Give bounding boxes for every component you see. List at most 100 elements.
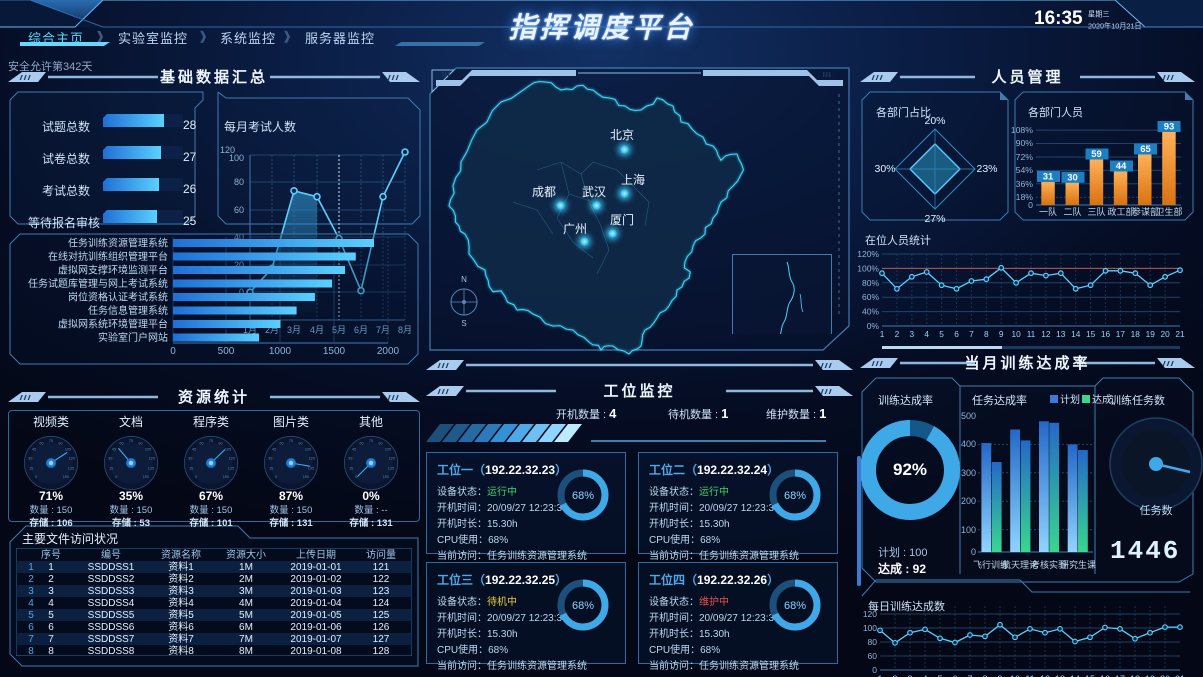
svg-text:15: 15 <box>349 467 353 471</box>
svg-text:127: 127 <box>373 634 390 645</box>
svg-text:任务试题库管理与网上考试系统: 任务试题库管理与网上考试系统 <box>28 277 168 290</box>
svg-text:21: 21 <box>1175 329 1185 339</box>
svg-text:资料3: 资料3 <box>168 584 194 597</box>
svg-text:60: 60 <box>279 441 283 445</box>
svg-text:27%: 27% <box>924 213 945 224</box>
svg-text:资料6: 资料6 <box>168 620 194 633</box>
svg-text:资料5: 资料5 <box>168 608 194 621</box>
svg-text:90: 90 <box>58 441 62 445</box>
svg-text:4: 4 <box>48 598 54 609</box>
svg-text:资源名称: 资源名称 <box>161 548 201 561</box>
svg-text:123: 123 <box>373 586 390 597</box>
svg-text:SSDDSS4: SSDDSS4 <box>88 598 135 609</box>
svg-text:135: 135 <box>68 467 74 471</box>
svg-text:0: 0 <box>170 346 176 357</box>
svg-text:59: 59 <box>1091 149 1102 160</box>
svg-text:500: 500 <box>961 411 976 421</box>
svg-text:上传日期: 上传日期 <box>296 549 336 561</box>
svg-text:11: 11 <box>1027 329 1036 339</box>
svg-text:14: 14 <box>1071 329 1081 339</box>
svg-text:15: 15 <box>189 467 193 471</box>
svg-text:2019-01-04: 2019-01-04 <box>290 598 342 609</box>
svg-text:2019-01-08: 2019-01-08 <box>290 646 342 656</box>
svg-text:126: 126 <box>373 622 390 633</box>
svg-text:0: 0 <box>195 475 197 479</box>
svg-text:400: 400 <box>961 439 976 449</box>
svg-text:7: 7 <box>48 634 54 645</box>
svg-text:12: 12 <box>1041 329 1051 339</box>
svg-text:2019-01-01: 2019-01-01 <box>290 562 342 573</box>
svg-text:6: 6 <box>48 622 54 633</box>
svg-text:卫生部: 卫生部 <box>1155 206 1182 217</box>
svg-text:19: 19 <box>1146 329 1156 339</box>
svg-text:121: 121 <box>373 562 390 573</box>
svg-text:3: 3 <box>909 329 914 339</box>
svg-text:17: 17 <box>1116 329 1126 339</box>
svg-text:任务信息管理系统: 任务信息管理系统 <box>88 304 168 317</box>
svg-text:120: 120 <box>69 457 75 461</box>
svg-text:2019-01-07: 2019-01-07 <box>290 634 342 645</box>
svg-text:30: 30 <box>348 457 352 461</box>
svg-text:三队: 三队 <box>1087 206 1105 217</box>
svg-text:135: 135 <box>308 467 314 471</box>
svg-text:128: 128 <box>373 646 390 656</box>
svg-text:68%: 68% <box>572 600 594 612</box>
svg-text:60: 60 <box>199 441 203 445</box>
svg-text:政工部: 政工部 <box>1107 206 1134 217</box>
svg-text:23%: 23% <box>976 163 997 175</box>
svg-text:45: 45 <box>32 448 36 452</box>
svg-text:10: 10 <box>1011 329 1021 339</box>
svg-text:6M: 6M <box>239 622 253 633</box>
svg-text:2019-01-02: 2019-01-02 <box>290 574 342 585</box>
svg-text:90: 90 <box>138 441 142 445</box>
svg-text:16: 16 <box>1101 329 1111 339</box>
svg-text:90: 90 <box>218 441 222 445</box>
svg-text:18: 18 <box>1131 329 1141 339</box>
svg-text:2000: 2000 <box>377 346 400 357</box>
svg-text:资料8: 资料8 <box>168 644 194 656</box>
svg-text:150: 150 <box>383 475 389 479</box>
svg-text:7: 7 <box>969 329 974 339</box>
svg-text:序号: 序号 <box>41 548 61 561</box>
svg-text:150: 150 <box>223 475 229 479</box>
svg-text:实验室门户网站: 实验室门户网站 <box>98 331 168 344</box>
svg-text:40%: 40% <box>862 307 879 317</box>
svg-text:60: 60 <box>359 441 363 445</box>
svg-text:68%: 68% <box>784 600 806 612</box>
svg-text:44: 44 <box>1116 161 1127 172</box>
svg-text:1: 1 <box>28 562 34 573</box>
svg-text:30: 30 <box>1067 172 1078 183</box>
svg-text:30%: 30% <box>874 163 895 175</box>
svg-text:60: 60 <box>868 651 878 661</box>
svg-text:2: 2 <box>28 574 34 585</box>
svg-text:90: 90 <box>298 441 302 445</box>
svg-text:100: 100 <box>961 525 976 535</box>
svg-text:92%: 92% <box>893 460 927 479</box>
svg-text:75: 75 <box>209 439 213 443</box>
svg-text:45: 45 <box>272 448 276 452</box>
svg-text:1500: 1500 <box>323 346 346 357</box>
svg-text:125: 125 <box>373 610 390 621</box>
svg-text:75: 75 <box>369 439 373 443</box>
svg-text:5: 5 <box>28 610 34 621</box>
svg-text:0: 0 <box>115 475 117 479</box>
svg-text:108%: 108% <box>1011 125 1033 135</box>
svg-text:30: 30 <box>188 457 192 461</box>
svg-text:150: 150 <box>63 475 69 479</box>
svg-text:60: 60 <box>119 441 123 445</box>
svg-text:9: 9 <box>999 329 1004 339</box>
svg-text:2: 2 <box>48 574 54 585</box>
svg-text:72%: 72% <box>1016 152 1034 162</box>
svg-text:45: 45 <box>192 448 196 452</box>
svg-text:0: 0 <box>275 475 277 479</box>
svg-text:80: 80 <box>234 177 244 187</box>
svg-text:3: 3 <box>28 586 34 597</box>
svg-text:13: 13 <box>1056 329 1066 339</box>
svg-text:岗位资格认证考试系统: 岗位资格认证考试系统 <box>68 291 168 304</box>
svg-text:60: 60 <box>39 441 43 445</box>
svg-text:93: 93 <box>1164 122 1175 133</box>
svg-text:135: 135 <box>148 467 154 471</box>
svg-text:105: 105 <box>305 448 311 452</box>
svg-text:虚拟网系统环境管理平台: 虚拟网系统环境管理平台 <box>58 318 168 331</box>
svg-text:122: 122 <box>373 574 390 585</box>
